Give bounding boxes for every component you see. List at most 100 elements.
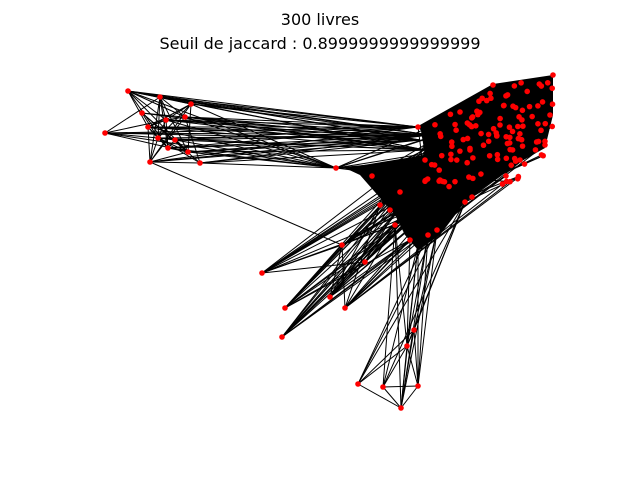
graph-node	[493, 130, 499, 136]
graph-edge	[281, 125, 477, 338]
graph-edge	[261, 191, 401, 274]
graph-node	[422, 157, 428, 163]
graph-edge	[436, 135, 498, 231]
graph-edge	[141, 112, 426, 151]
graph-node	[503, 173, 509, 179]
graph-node	[494, 156, 501, 163]
graph-node	[475, 111, 481, 118]
graph-node	[485, 138, 492, 145]
graph-node	[490, 82, 496, 88]
graph-node	[438, 152, 445, 159]
graph-node	[157, 94, 163, 100]
graph-node	[279, 334, 285, 340]
graph-edge	[406, 239, 411, 347]
graph-node	[515, 123, 521, 130]
graph-edge	[464, 141, 490, 203]
graph-node	[519, 143, 526, 149]
graph-node	[431, 162, 438, 168]
graph-node	[185, 149, 191, 155]
graph-node	[549, 101, 556, 108]
graph-edge	[382, 386, 402, 409]
graph-node	[457, 148, 463, 154]
graph-edge	[409, 142, 511, 241]
graph-node	[549, 123, 556, 130]
graph-edge	[406, 345, 419, 387]
graph-edge	[165, 103, 192, 121]
figure-subtitle: Seuil de jaccard : 0.8999999999999999	[159, 34, 481, 53]
graph-node	[102, 130, 108, 136]
graph-node	[188, 101, 194, 107]
graph-edge	[406, 244, 419, 347]
graph-node	[464, 159, 470, 166]
graph-node	[163, 117, 169, 123]
graph-edge	[417, 229, 438, 387]
graph-edge	[413, 201, 466, 331]
graph-edge	[436, 150, 461, 231]
graph-node	[448, 139, 455, 145]
graph-node	[466, 174, 472, 180]
graph-node	[485, 131, 492, 138]
graph-edge	[199, 139, 421, 164]
graph-node	[539, 99, 546, 105]
graph-edge	[344, 224, 396, 309]
graph-edge	[357, 201, 466, 385]
graph-edge	[329, 239, 411, 298]
graph-edge	[382, 244, 419, 388]
graph-node	[125, 88, 131, 94]
graph-node	[466, 121, 473, 128]
graph-edge	[157, 96, 161, 139]
graph-node	[488, 95, 494, 102]
graph-node	[503, 178, 510, 185]
graph-node	[483, 97, 490, 104]
graph-node	[172, 137, 178, 143]
graph-edge	[104, 119, 167, 134]
graph-edge	[329, 204, 381, 298]
graph-node	[524, 88, 531, 95]
graph-node	[519, 117, 525, 123]
graph-node	[452, 121, 458, 128]
graph-node	[460, 136, 467, 143]
graph-edge	[104, 96, 161, 134]
graph-node	[480, 142, 487, 149]
graph-edge	[400, 385, 419, 409]
graph-node	[434, 227, 440, 233]
graph-edge	[157, 134, 431, 139]
graph-edge	[371, 112, 481, 177]
graph-node	[509, 128, 516, 135]
graph-edge	[281, 239, 411, 338]
graph-node	[457, 109, 463, 115]
graph-edge	[409, 87, 553, 241]
graph-node	[369, 173, 375, 179]
graph-edge	[187, 134, 431, 153]
graph-node	[452, 178, 458, 185]
graph-edge	[379, 113, 451, 206]
graph-node	[411, 327, 417, 333]
graph-edge	[165, 116, 186, 121]
graph-node	[520, 123, 526, 129]
graph-node	[197, 160, 203, 166]
graph-edge	[335, 159, 426, 169]
graph-node	[506, 140, 513, 146]
graph-node	[377, 202, 383, 208]
graph-node	[155, 135, 161, 141]
graph-node	[441, 179, 448, 185]
graph-edge	[149, 161, 201, 164]
graph-node	[497, 122, 503, 128]
graph-node	[497, 115, 503, 122]
graph-edge	[149, 161, 343, 246]
graph-node	[448, 151, 454, 158]
graph-node	[507, 146, 513, 153]
graph-edge	[187, 139, 421, 153]
graph-node	[449, 143, 455, 150]
graph-edge	[141, 112, 189, 153]
graph-edge	[400, 234, 429, 409]
graph-edge	[184, 116, 431, 136]
graph-edge	[394, 141, 537, 226]
graph-node	[424, 176, 431, 182]
graph-edge	[165, 119, 431, 136]
graph-node	[473, 123, 479, 129]
graph-edge	[427, 144, 546, 236]
graph-node	[538, 127, 544, 134]
graph-node	[519, 107, 526, 114]
